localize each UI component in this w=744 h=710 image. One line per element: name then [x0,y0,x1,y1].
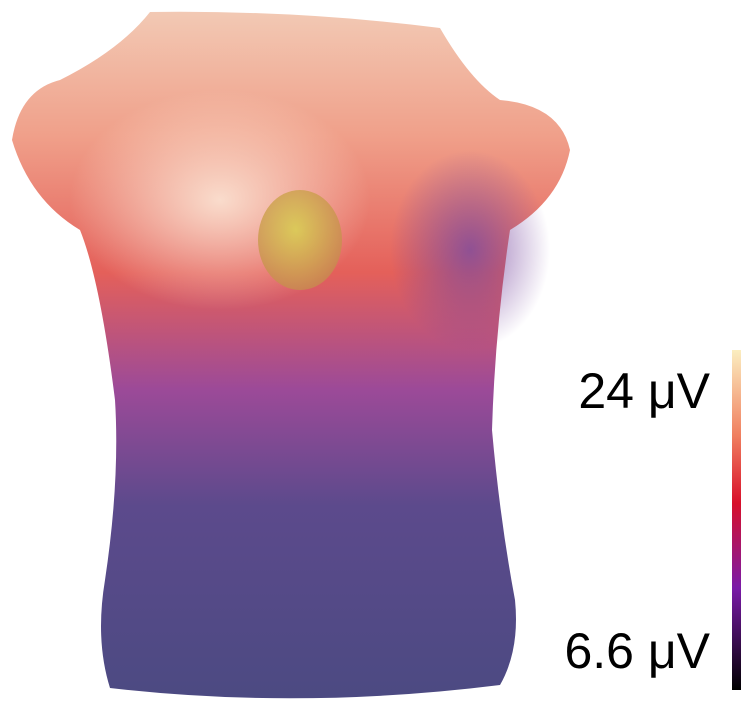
colorbar-max-label: 24 μV [578,363,710,419]
heart [258,190,342,290]
colorbar [732,350,741,690]
side-shade [390,150,550,350]
colorbar-min-label: 6.6 μV [564,623,710,679]
